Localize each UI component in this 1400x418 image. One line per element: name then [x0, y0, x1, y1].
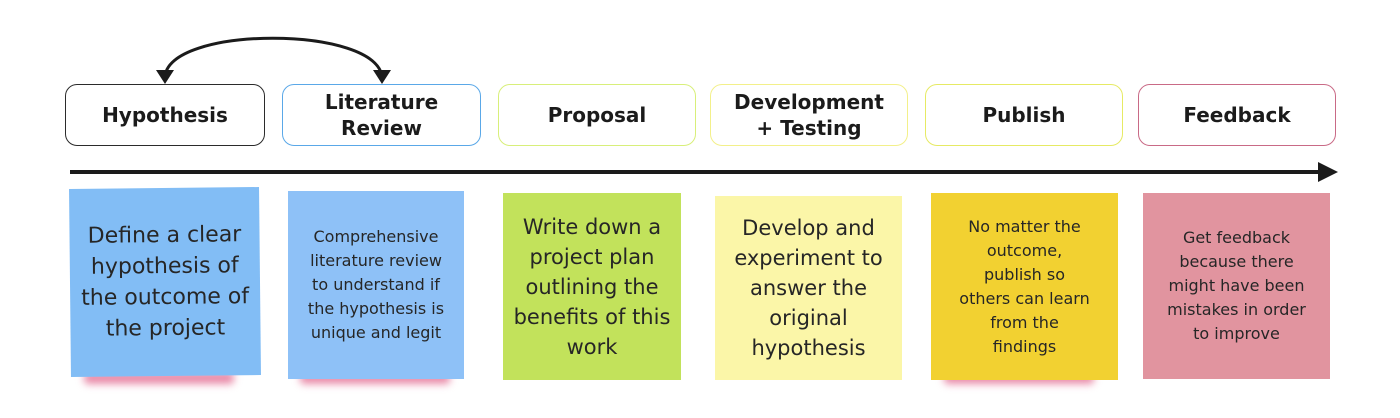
sticky-note-development-testing: Develop and experiment to answer the ori…: [715, 196, 902, 380]
note-text: No matter the outcome, publish so others…: [959, 216, 1090, 356]
note-text: Develop and experiment to answer the ori…: [734, 216, 883, 360]
sticky-note-hypothesis: Define a clear hypothesis of the outcome…: [69, 187, 261, 377]
sticky-note-feedback: Get feedback because there might have be…: [1143, 193, 1330, 379]
stage-label: Literature Review: [324, 90, 439, 140]
stage-label: Proposal: [547, 103, 647, 127]
sticky-note-proposal: Write down a project plan outlining the …: [503, 193, 681, 380]
note-text: Define a clear hypothesis of the outcome…: [81, 222, 250, 342]
stage-label: Hypothesis: [102, 103, 228, 127]
stage-development-testing: Development + Testing: [710, 84, 908, 146]
stage-label: Publish: [982, 103, 1066, 127]
note-text: Get feedback because there might have be…: [1167, 228, 1306, 343]
stage-publish: Publish: [925, 84, 1123, 146]
stage-label: Development + Testing: [734, 90, 884, 140]
sticky-note-publish: No matter the outcome, publish so others…: [931, 193, 1118, 380]
loop-arrow: [163, 36, 384, 79]
loop-arrowhead-left: [156, 70, 174, 84]
stage-literature-review: Literature Review: [282, 84, 481, 146]
note-text: Comprehensive literature review to under…: [307, 227, 445, 342]
sticky-note-literature-review: Comprehensive literature review to under…: [288, 191, 464, 379]
stage-hypothesis: Hypothesis: [65, 84, 265, 146]
stage-proposal: Proposal: [498, 84, 696, 146]
timeline-arrowhead: [1318, 162, 1338, 182]
stage-feedback: Feedback: [1138, 84, 1336, 146]
stage-label: Feedback: [1183, 103, 1291, 127]
note-text: Write down a project plan outlining the …: [513, 214, 671, 359]
loop-arrowhead-right: [373, 70, 391, 84]
